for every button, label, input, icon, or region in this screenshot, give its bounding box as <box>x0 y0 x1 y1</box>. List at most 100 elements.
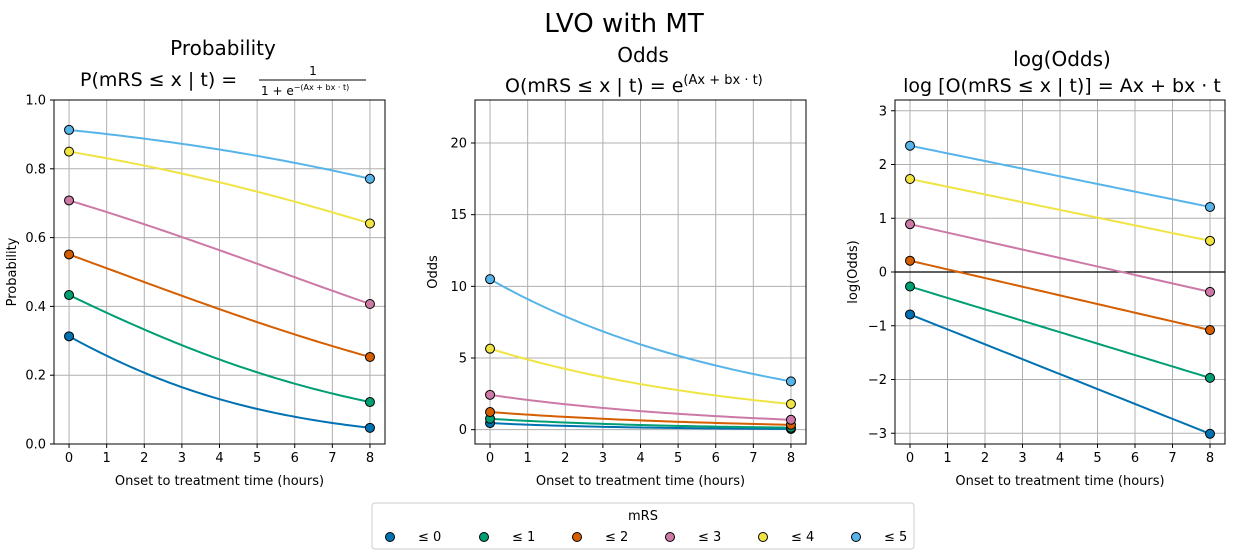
odds-grid <box>475 100 806 444</box>
probability-data-point <box>364 173 375 184</box>
odds-x-axis-label: Onset to treatment time (hours) <box>536 474 745 489</box>
logodds-data-point <box>1205 428 1215 439</box>
logodds-y-tick-label: −3 <box>868 427 887 442</box>
legend-label: ≤ 4 <box>791 530 814 545</box>
logodds-y-tick-label: −1 <box>868 319 887 334</box>
probability-y-tick-label: 0.4 <box>25 300 46 315</box>
logodds-series-line <box>909 259 1211 332</box>
logodds-y-axis-label: log(Odds) <box>846 240 861 303</box>
odds-y-tick-label: 0 <box>459 423 467 438</box>
odds-data-point <box>785 414 796 425</box>
logodds-data-point <box>1205 372 1215 383</box>
odds-series-line <box>489 411 791 426</box>
logodds-y-tick-label: −2 <box>868 373 887 388</box>
logodds-x-tick-label: 5 <box>1093 451 1101 466</box>
logodds-x-tick-label: 8 <box>1206 451 1214 466</box>
legend-marker <box>758 532 768 542</box>
logodds-series-line <box>909 223 1211 293</box>
legend-label: ≤ 2 <box>605 530 628 545</box>
odds-data-point <box>785 376 796 387</box>
legend-marker <box>665 532 675 542</box>
odds-series-line <box>489 278 792 383</box>
legend-label: ≤ 0 <box>418 530 441 545</box>
odds-formula-lhs: O(mRS ≤ x | t) = e <box>505 75 683 97</box>
odds-x-tick-label: 2 <box>561 451 569 466</box>
odds-formula-exp: (Ax + bx · t) <box>683 73 762 88</box>
probability-x-axis-label: Onset to treatment time (hours) <box>115 474 324 489</box>
logodds-x-tick-label: 6 <box>1131 451 1139 466</box>
odds-x-tick-label: 0 <box>486 451 494 466</box>
probability-formula-den-exp: −(Ax + bx · t) <box>294 83 350 92</box>
probability-x-tick-label: 1 <box>103 451 111 466</box>
probability-x-tick-label: 8 <box>366 451 374 466</box>
logodds-series-line <box>909 313 1211 435</box>
odds-series-line <box>489 417 791 429</box>
probability-data-point <box>64 124 75 135</box>
probability-y-axis-label: Probability <box>5 237 20 306</box>
probability-x-tick-label: 5 <box>253 451 261 466</box>
logodds-x-tick-label: 0 <box>906 451 914 466</box>
legend-marker <box>851 532 861 542</box>
probability-formula-denominator: 1 + e−(Ax + bx · t) <box>261 83 349 98</box>
logodds-data-point <box>1205 201 1215 212</box>
odds-y-tick-label: 20 <box>450 137 467 152</box>
logodds-series-line <box>909 144 1211 208</box>
odds-x-tick-label: 3 <box>599 451 607 466</box>
logodds-data-point <box>1205 325 1215 336</box>
legend-items: ≤ 0 ≤ 1 ≤ 2 ≤ 3 ≤ 4 ≤ 5 <box>385 530 907 545</box>
legend-marker <box>479 532 489 542</box>
probability-series-line <box>68 294 371 404</box>
legend-label: ≤ 5 <box>884 530 907 545</box>
probability-title-line1: Probability <box>170 36 276 60</box>
probability-y-tick-label: 0.0 <box>25 438 46 453</box>
probability-grid <box>54 99 385 445</box>
probability-data-point <box>364 298 375 309</box>
logodds-series-line <box>909 285 1211 379</box>
probability-series-line <box>68 128 371 180</box>
probability-data-point <box>364 351 375 362</box>
probability-data-point <box>64 249 75 260</box>
odds-title: Odds O(mRS ≤ x | t) = e(Ax + bx · t) <box>505 43 763 97</box>
logodds-data-point <box>905 281 915 292</box>
logodds-data-point <box>905 219 915 230</box>
odds-data-point <box>485 274 496 285</box>
legend-label: ≤ 1 <box>512 530 535 545</box>
probability-formula-numerator: 1 <box>309 64 317 78</box>
odds-x-tick-label: 1 <box>524 451 532 466</box>
probability-formula-den-base: 1 + e <box>261 84 294 98</box>
probability-series-line <box>68 335 371 429</box>
logodds-x-axis-label: Onset to treatment time (hours) <box>955 474 1164 489</box>
probability-y-tick-label: 0.6 <box>25 231 46 246</box>
odds-panel: 0 1 2 3 4 5 6 7 8 0 5 10 15 20 Onset to treatment time… <box>426 99 807 489</box>
logodds-title: log(Odds) log [O(mRS ≤ x | t)] = Ax + bx… <box>903 47 1221 97</box>
figure-title: LVO with MT <box>544 9 704 39</box>
probability-y-tick-label: 0.2 <box>25 369 46 384</box>
probability-data-point <box>64 146 75 157</box>
legend-marker <box>572 532 582 542</box>
probability-x-tick-label: 0 <box>65 451 73 466</box>
logodds-data-point <box>905 309 915 320</box>
odds-y-tick-label: 15 <box>450 208 467 223</box>
probability-series-line <box>68 253 371 358</box>
odds-x-tick-label: 7 <box>749 451 757 466</box>
odds-y-tick-label: 10 <box>450 280 467 295</box>
probability-x-tick-label: 4 <box>215 451 223 466</box>
probability-series-line <box>68 199 371 305</box>
odds-title-line1: Odds <box>617 43 669 67</box>
logodds-title-formula: log [O(mRS ≤ x | t)] = Ax + bx · t <box>903 75 1221 97</box>
logodds-data-point <box>905 255 915 266</box>
odds-data-point <box>485 407 496 418</box>
legend-title: mRS <box>628 509 658 524</box>
odds-y-tick-label: 5 <box>459 352 467 367</box>
logodds-data-point <box>905 140 915 151</box>
probability-data-point <box>64 290 75 301</box>
odds-data-point <box>485 343 496 354</box>
logodds-x-tick-label: 7 <box>1168 451 1176 466</box>
legend-frame <box>371 502 915 550</box>
legend-label: ≤ 3 <box>698 530 721 545</box>
odds-series-line <box>489 347 792 406</box>
legend: mRS ≤ 0 ≤ 1 ≤ 2 ≤ 3 ≤ 4 ≤ 5 <box>371 502 915 550</box>
probability-series-line <box>68 150 371 225</box>
logodds-panel: 0 1 2 3 4 5 6 7 8 −3 −2 −1 0 1 2 3 Onset to treatment ti… <box>846 99 1226 489</box>
